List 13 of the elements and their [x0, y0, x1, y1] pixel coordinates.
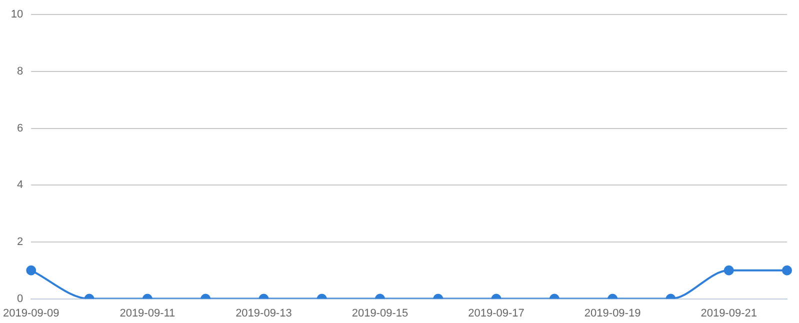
x-tick-label: 2019-09-15: [352, 307, 408, 320]
x-tick-label: 2019-09-19: [584, 307, 641, 320]
y-tick-label: 6: [17, 122, 24, 134]
x-tick-label: 2019-09-11: [120, 307, 176, 320]
y-tick-label: 8: [17, 65, 24, 78]
y-tick-label: 2: [17, 236, 24, 248]
x-tick-label: 2019-09-17: [468, 307, 524, 320]
x-tick-label: 2019-09-21: [700, 307, 757, 320]
x-tick-label: 2019-09-09: [2, 307, 60, 320]
y-tick-label: 10: [10, 8, 24, 21]
x-tick-label: 2019-09-13: [236, 307, 292, 320]
y-tick-label: 4: [17, 179, 24, 192]
y-tick-label: 0: [17, 292, 24, 305]
